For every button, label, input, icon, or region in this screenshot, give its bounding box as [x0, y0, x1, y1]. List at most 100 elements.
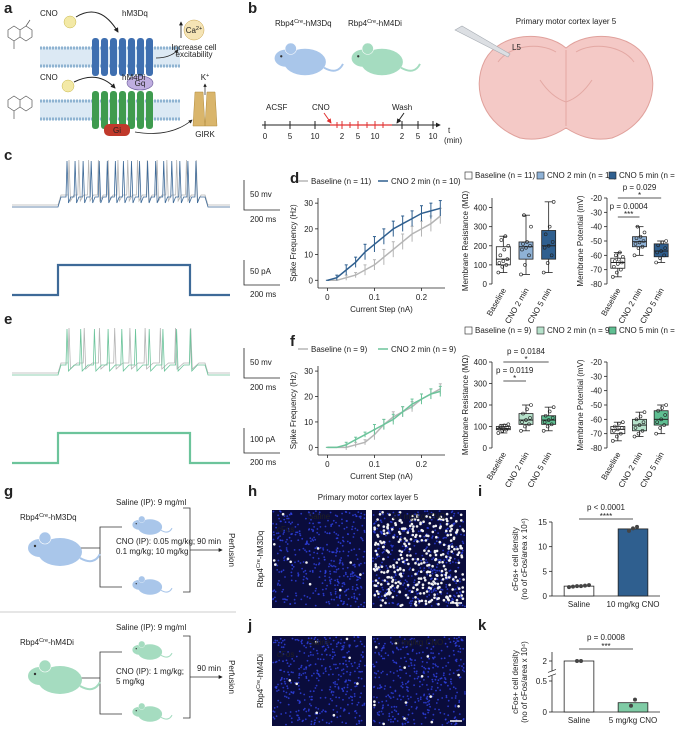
nucleus [284, 682, 287, 685]
nucleus [326, 549, 329, 551]
row-label-part: Rbp4 [256, 568, 265, 588]
nucleus [430, 652, 432, 654]
nucleus [343, 708, 346, 710]
nucleus [361, 651, 364, 654]
nucleus [455, 658, 458, 661]
nucleus [331, 648, 334, 651]
nucleus [353, 597, 356, 599]
cfos-cell [444, 568, 447, 571]
nucleus [433, 568, 435, 571]
nucleus [298, 549, 301, 551]
nucleus [379, 564, 382, 567]
nucleus [343, 583, 346, 586]
timeline-label: 2 [340, 132, 345, 141]
nucleus [453, 637, 456, 640]
cfos-cell [424, 602, 428, 606]
nucleus [424, 510, 426, 513]
nucleus [319, 658, 322, 661]
nucleus [318, 576, 321, 578]
cfos-cell [450, 527, 453, 531]
cfos-cell [419, 570, 423, 573]
cfos-cell [437, 586, 440, 589]
cfos-cell [421, 586, 425, 590]
cfos-cell [441, 553, 445, 556]
mouse-eye [33, 672, 37, 676]
nucleus [452, 640, 455, 643]
nucleus [358, 564, 361, 567]
scale-label: 200 ms [250, 383, 276, 392]
nucleus [286, 550, 289, 553]
nucleus [293, 660, 295, 662]
cfos-cell [416, 588, 419, 591]
nucleus [434, 663, 437, 666]
nucleus [358, 548, 361, 550]
nucleus [353, 693, 356, 695]
nucleus [361, 704, 364, 707]
nucleus [308, 708, 310, 711]
nucleus [303, 707, 306, 710]
nucleus [390, 544, 393, 547]
nucleus [427, 675, 430, 678]
mouse-ear [38, 659, 52, 673]
nucleus [322, 592, 325, 595]
nucleus [288, 693, 291, 695]
data-point [528, 416, 532, 420]
nucleus [317, 658, 319, 660]
data-point [498, 253, 503, 258]
nucleus [349, 679, 352, 682]
cfos-cell [449, 529, 452, 533]
nucleus [290, 671, 293, 673]
nucleus [345, 660, 347, 662]
nucleus [276, 532, 278, 535]
nucleus [329, 511, 332, 514]
mouse-label: Rbp4Cre-hM4Di [20, 638, 74, 647]
nucleus [394, 579, 397, 581]
nucleus [363, 702, 366, 705]
legend-label: CNO 2 min (n = 9) [391, 345, 456, 354]
marker-label: cFos [277, 650, 294, 659]
nucleus [336, 711, 339, 713]
nucleus [342, 656, 344, 659]
data-point [545, 424, 550, 429]
nucleus [457, 650, 460, 653]
nucleus [334, 683, 336, 685]
nucleus [435, 702, 438, 704]
nucleus [456, 691, 458, 694]
nucleus [445, 583, 448, 586]
nucleus [359, 640, 362, 643]
nucleus [272, 510, 275, 513]
cfos-cell [461, 597, 465, 600]
nucleus [457, 512, 460, 514]
nucleus [324, 525, 327, 528]
nucleus [415, 652, 418, 655]
nucleus [316, 670, 319, 672]
nucleus [393, 661, 396, 664]
nucleus [293, 598, 296, 601]
x-tick-label: 5 mg/kg CNO [609, 716, 657, 725]
nucleus [432, 693, 435, 695]
cfos-cell [383, 594, 387, 597]
cfos-cell [356, 682, 359, 685]
data-point [621, 420, 625, 425]
row-label-part: Rbp4 [256, 688, 265, 708]
nucleus [308, 528, 310, 531]
nucleus [418, 685, 421, 688]
cfos-cell [448, 559, 451, 562]
nucleus [424, 667, 427, 670]
nucleus [348, 660, 351, 663]
nucleus [461, 639, 464, 642]
nucleus [459, 580, 461, 583]
nucleus [315, 717, 318, 719]
nucleus [309, 537, 312, 540]
nucleus [452, 672, 455, 675]
nucleus [354, 574, 356, 577]
nucleus [298, 718, 301, 721]
nucleus [315, 684, 318, 687]
nucleus [330, 564, 332, 567]
nucleus [376, 696, 378, 699]
nucleus [338, 550, 341, 553]
panel-label: j [247, 617, 252, 634]
nucleus [338, 696, 341, 699]
nucleus [358, 515, 361, 518]
nucleus [345, 526, 348, 529]
